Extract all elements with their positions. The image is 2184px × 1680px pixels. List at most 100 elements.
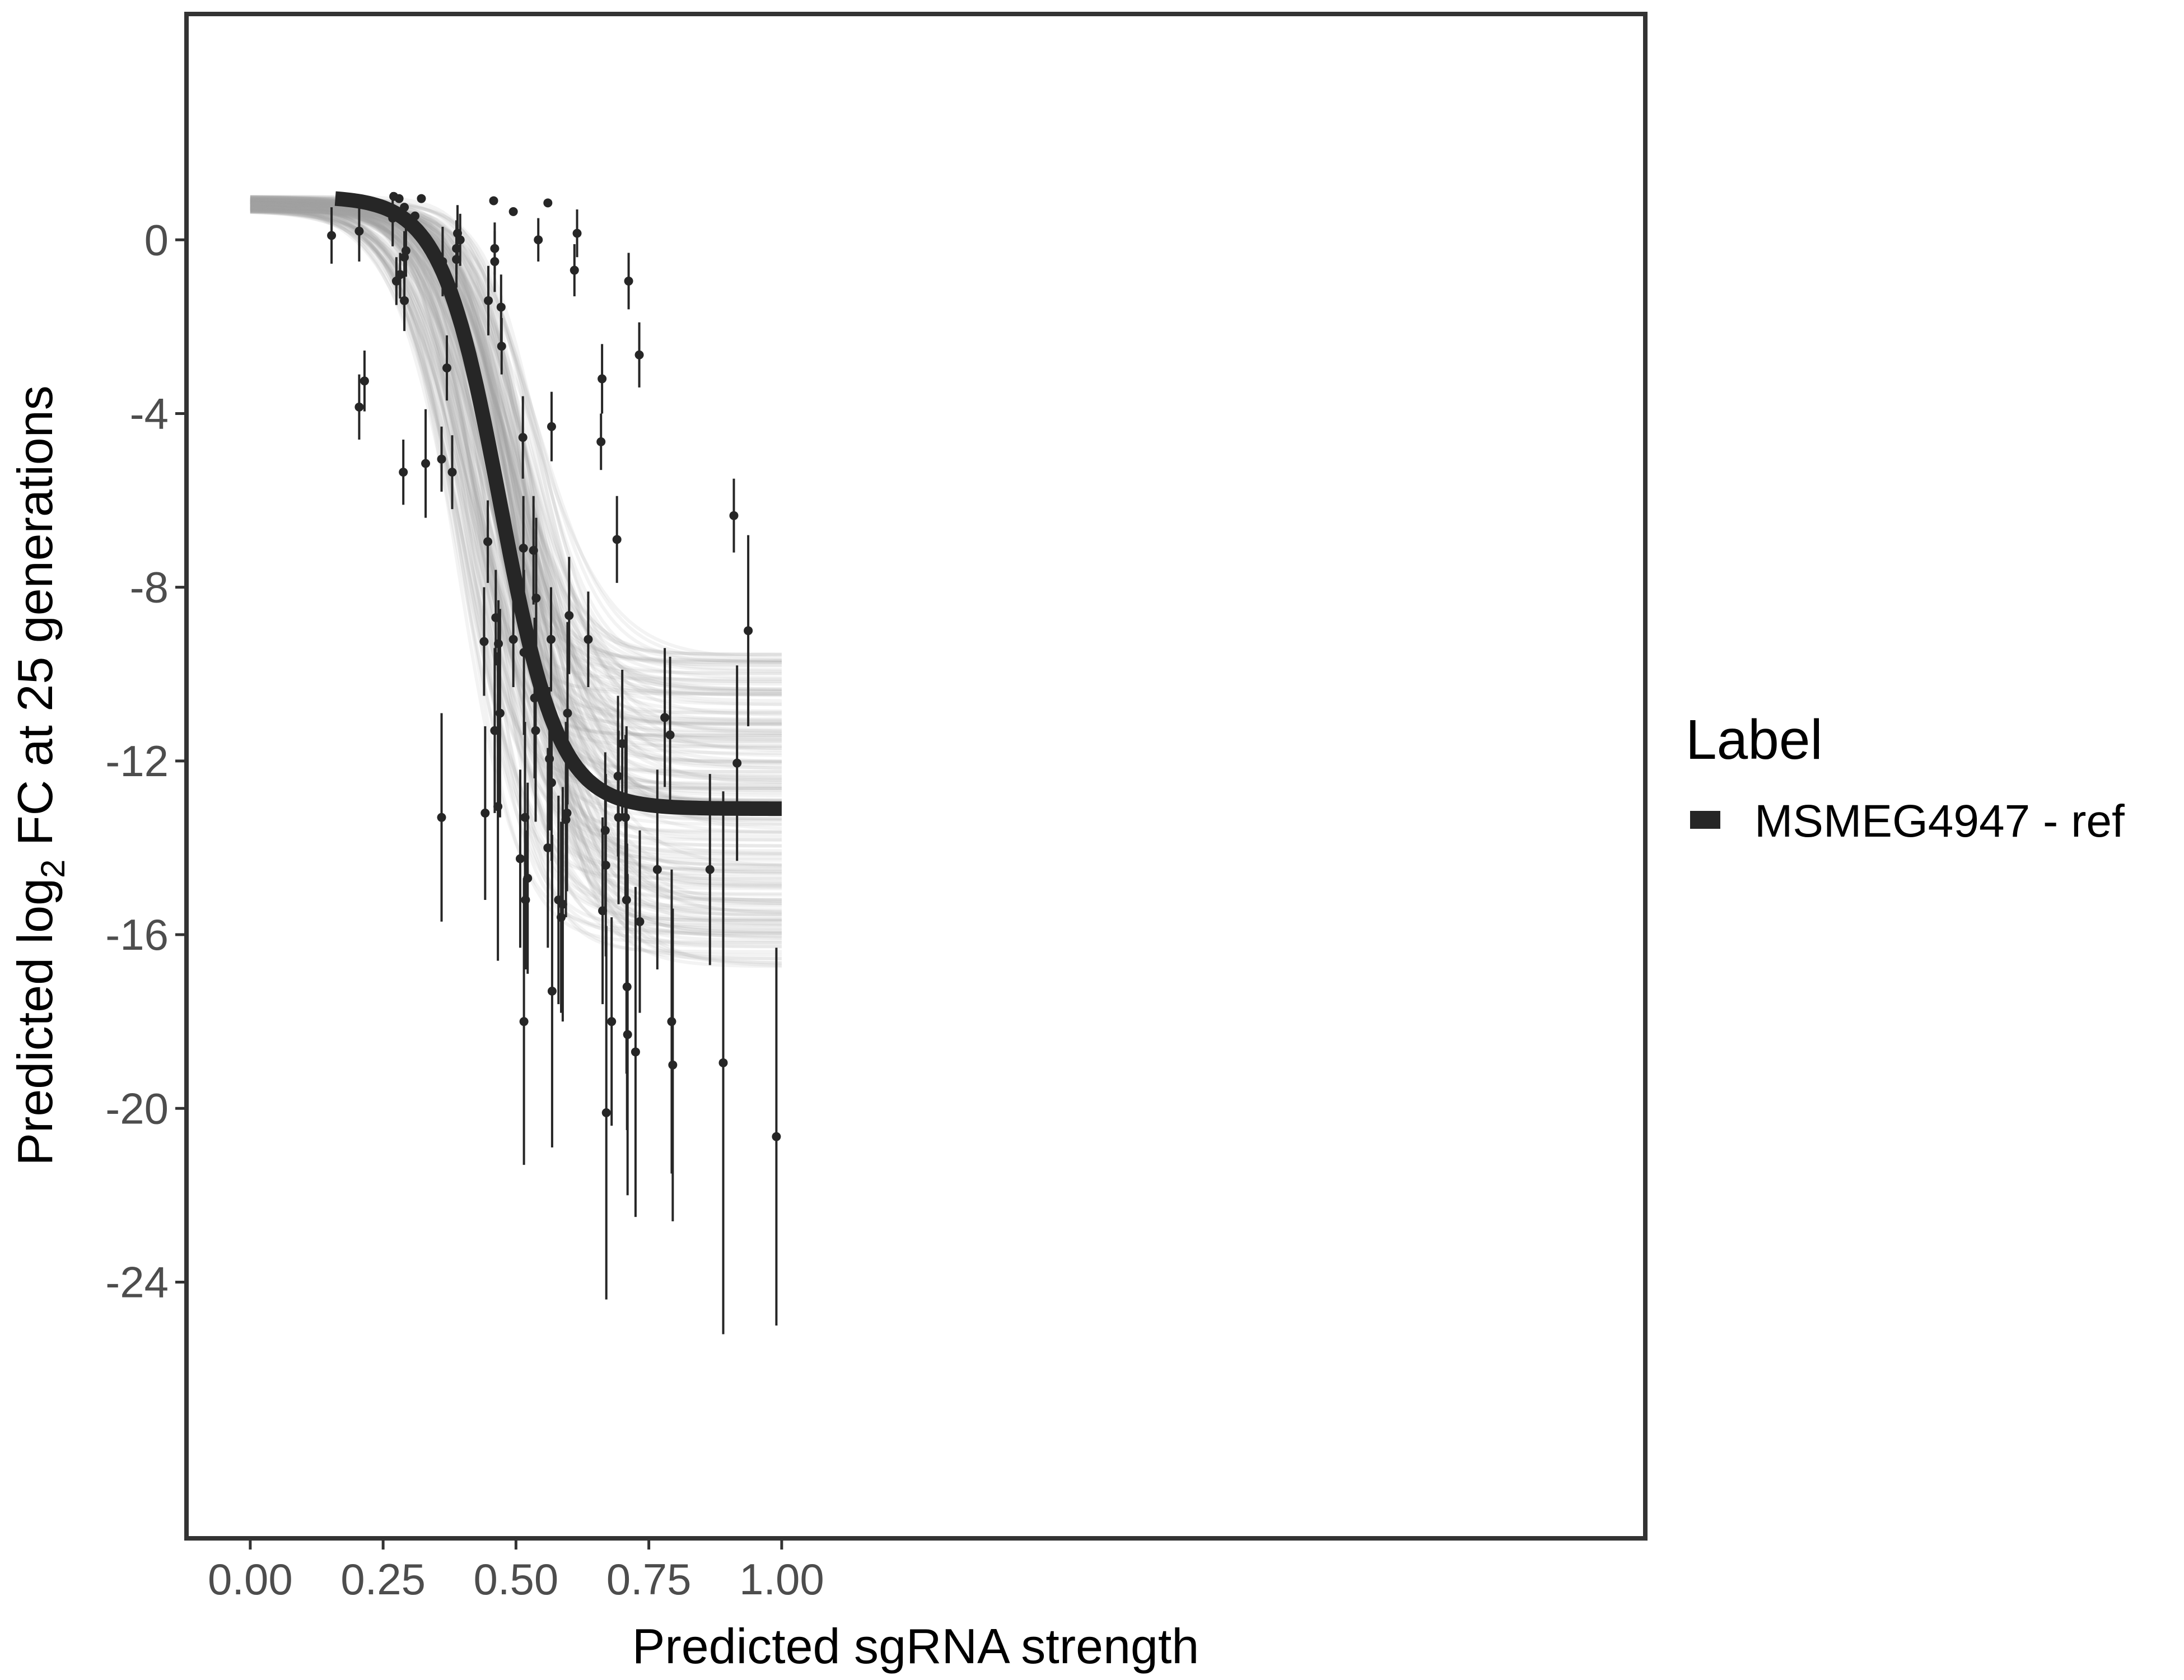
data-point	[744, 626, 753, 636]
posterior-draw-line	[250, 206, 782, 770]
posterior-draw-line	[250, 208, 782, 668]
posterior-draw-line	[250, 202, 782, 833]
data-point	[519, 543, 528, 553]
y-tick-label: -8	[130, 563, 169, 612]
data-point	[442, 363, 452, 373]
posterior-draw-line	[250, 204, 782, 945]
data-point	[634, 350, 644, 360]
data-point	[400, 296, 409, 305]
posterior-draw-line	[250, 206, 782, 820]
data-point	[417, 194, 426, 203]
data-point	[557, 913, 566, 922]
data-point	[667, 1017, 676, 1026]
posterior-draw-line	[250, 200, 782, 938]
posterior-draw-line	[250, 204, 782, 657]
data-point	[545, 754, 554, 763]
legend-label: MSMEG4947 - ref	[1754, 796, 2125, 847]
posterior-draw-line	[250, 200, 782, 923]
fit-curve	[334, 191, 782, 816]
data-point	[601, 860, 610, 870]
posterior-draw-line	[250, 207, 782, 765]
data-point	[508, 634, 518, 644]
data-point	[624, 276, 633, 286]
x-axis-title: Predicted sgRNA strength	[632, 1618, 1200, 1674]
data-point	[570, 265, 579, 275]
data-point	[494, 639, 503, 648]
data-point	[399, 468, 408, 477]
data-point	[584, 634, 593, 644]
posterior-draw-line	[250, 198, 782, 913]
posterior-draw-line	[250, 206, 782, 681]
data-point	[531, 726, 540, 735]
data-point	[452, 244, 461, 253]
legend-key-swatch	[1690, 811, 1720, 829]
data-point	[614, 813, 623, 822]
posterior-draw-line	[250, 208, 782, 804]
posterior-draw-line	[250, 199, 782, 915]
data-points	[327, 192, 781, 1141]
posterior-draw-line	[250, 209, 782, 912]
data-point	[732, 758, 742, 768]
posterior-draw-line	[250, 200, 782, 965]
posterior-draw-line	[250, 208, 782, 827]
posterior-draw-line	[250, 204, 782, 874]
posterior-draw-line	[250, 206, 782, 914]
posterior-draw-line	[250, 208, 782, 744]
posterior-draw-line	[250, 206, 782, 942]
data-point	[327, 231, 337, 240]
data-point	[508, 207, 518, 216]
posterior-draw-line	[250, 205, 782, 692]
x-tick-label: 1.00	[739, 1555, 824, 1604]
posterior-draw-line	[250, 204, 782, 802]
posterior-draw-line	[250, 197, 782, 801]
posterior-draw-line	[250, 203, 782, 770]
posterior-draw-line	[250, 207, 782, 656]
posterior-draw-line	[250, 202, 782, 936]
posterior-draw-line	[250, 211, 782, 921]
posterior-draw-line	[250, 207, 782, 834]
y-axis-title-part-2: FC at 25 generations	[7, 385, 63, 859]
legend: Label MSMEG4947 - ref	[1686, 708, 2125, 847]
data-point	[635, 917, 645, 926]
posterior-draw-line	[250, 205, 782, 926]
posterior-draw-line	[250, 209, 782, 731]
data-point	[447, 468, 457, 477]
posterior-draw-line	[250, 203, 782, 790]
data-point	[668, 1060, 678, 1070]
y-tick-label: -12	[105, 736, 169, 786]
posterior-draw-line	[250, 203, 782, 967]
data-point	[613, 772, 623, 781]
posterior-draw-line	[250, 209, 782, 939]
posterior-draw-line	[250, 206, 782, 697]
data-point	[490, 257, 500, 267]
posterior-draw-line	[250, 202, 782, 664]
data-point	[401, 246, 410, 255]
posterior-draw-line	[250, 197, 782, 902]
posterior-draw-line	[250, 207, 782, 733]
data-point	[572, 228, 582, 238]
y-axis-title: Predicted log2 FC at 25 generations	[7, 385, 72, 1165]
posterior-draw-line	[250, 209, 782, 725]
posterior-draw-line	[250, 206, 782, 906]
plot-panel-border	[184, 12, 1648, 1541]
posterior-draw-line	[250, 210, 782, 697]
data-point	[596, 437, 606, 446]
data-point	[543, 198, 553, 208]
data-point	[622, 895, 631, 905]
posterior-draw-line	[250, 203, 782, 881]
posterior-draw-line	[250, 203, 782, 957]
data-point	[563, 708, 572, 718]
data-point	[395, 270, 405, 279]
fit-curve-group	[334, 191, 782, 816]
data-point	[455, 235, 465, 245]
data-point	[607, 1017, 617, 1026]
posterior-draw-line	[250, 206, 782, 822]
data-point	[489, 196, 498, 206]
data-point	[705, 865, 715, 874]
data-point	[547, 634, 556, 644]
data-point	[547, 422, 556, 431]
data-point	[519, 1017, 529, 1026]
data-point	[547, 778, 556, 787]
data-point	[493, 802, 503, 811]
